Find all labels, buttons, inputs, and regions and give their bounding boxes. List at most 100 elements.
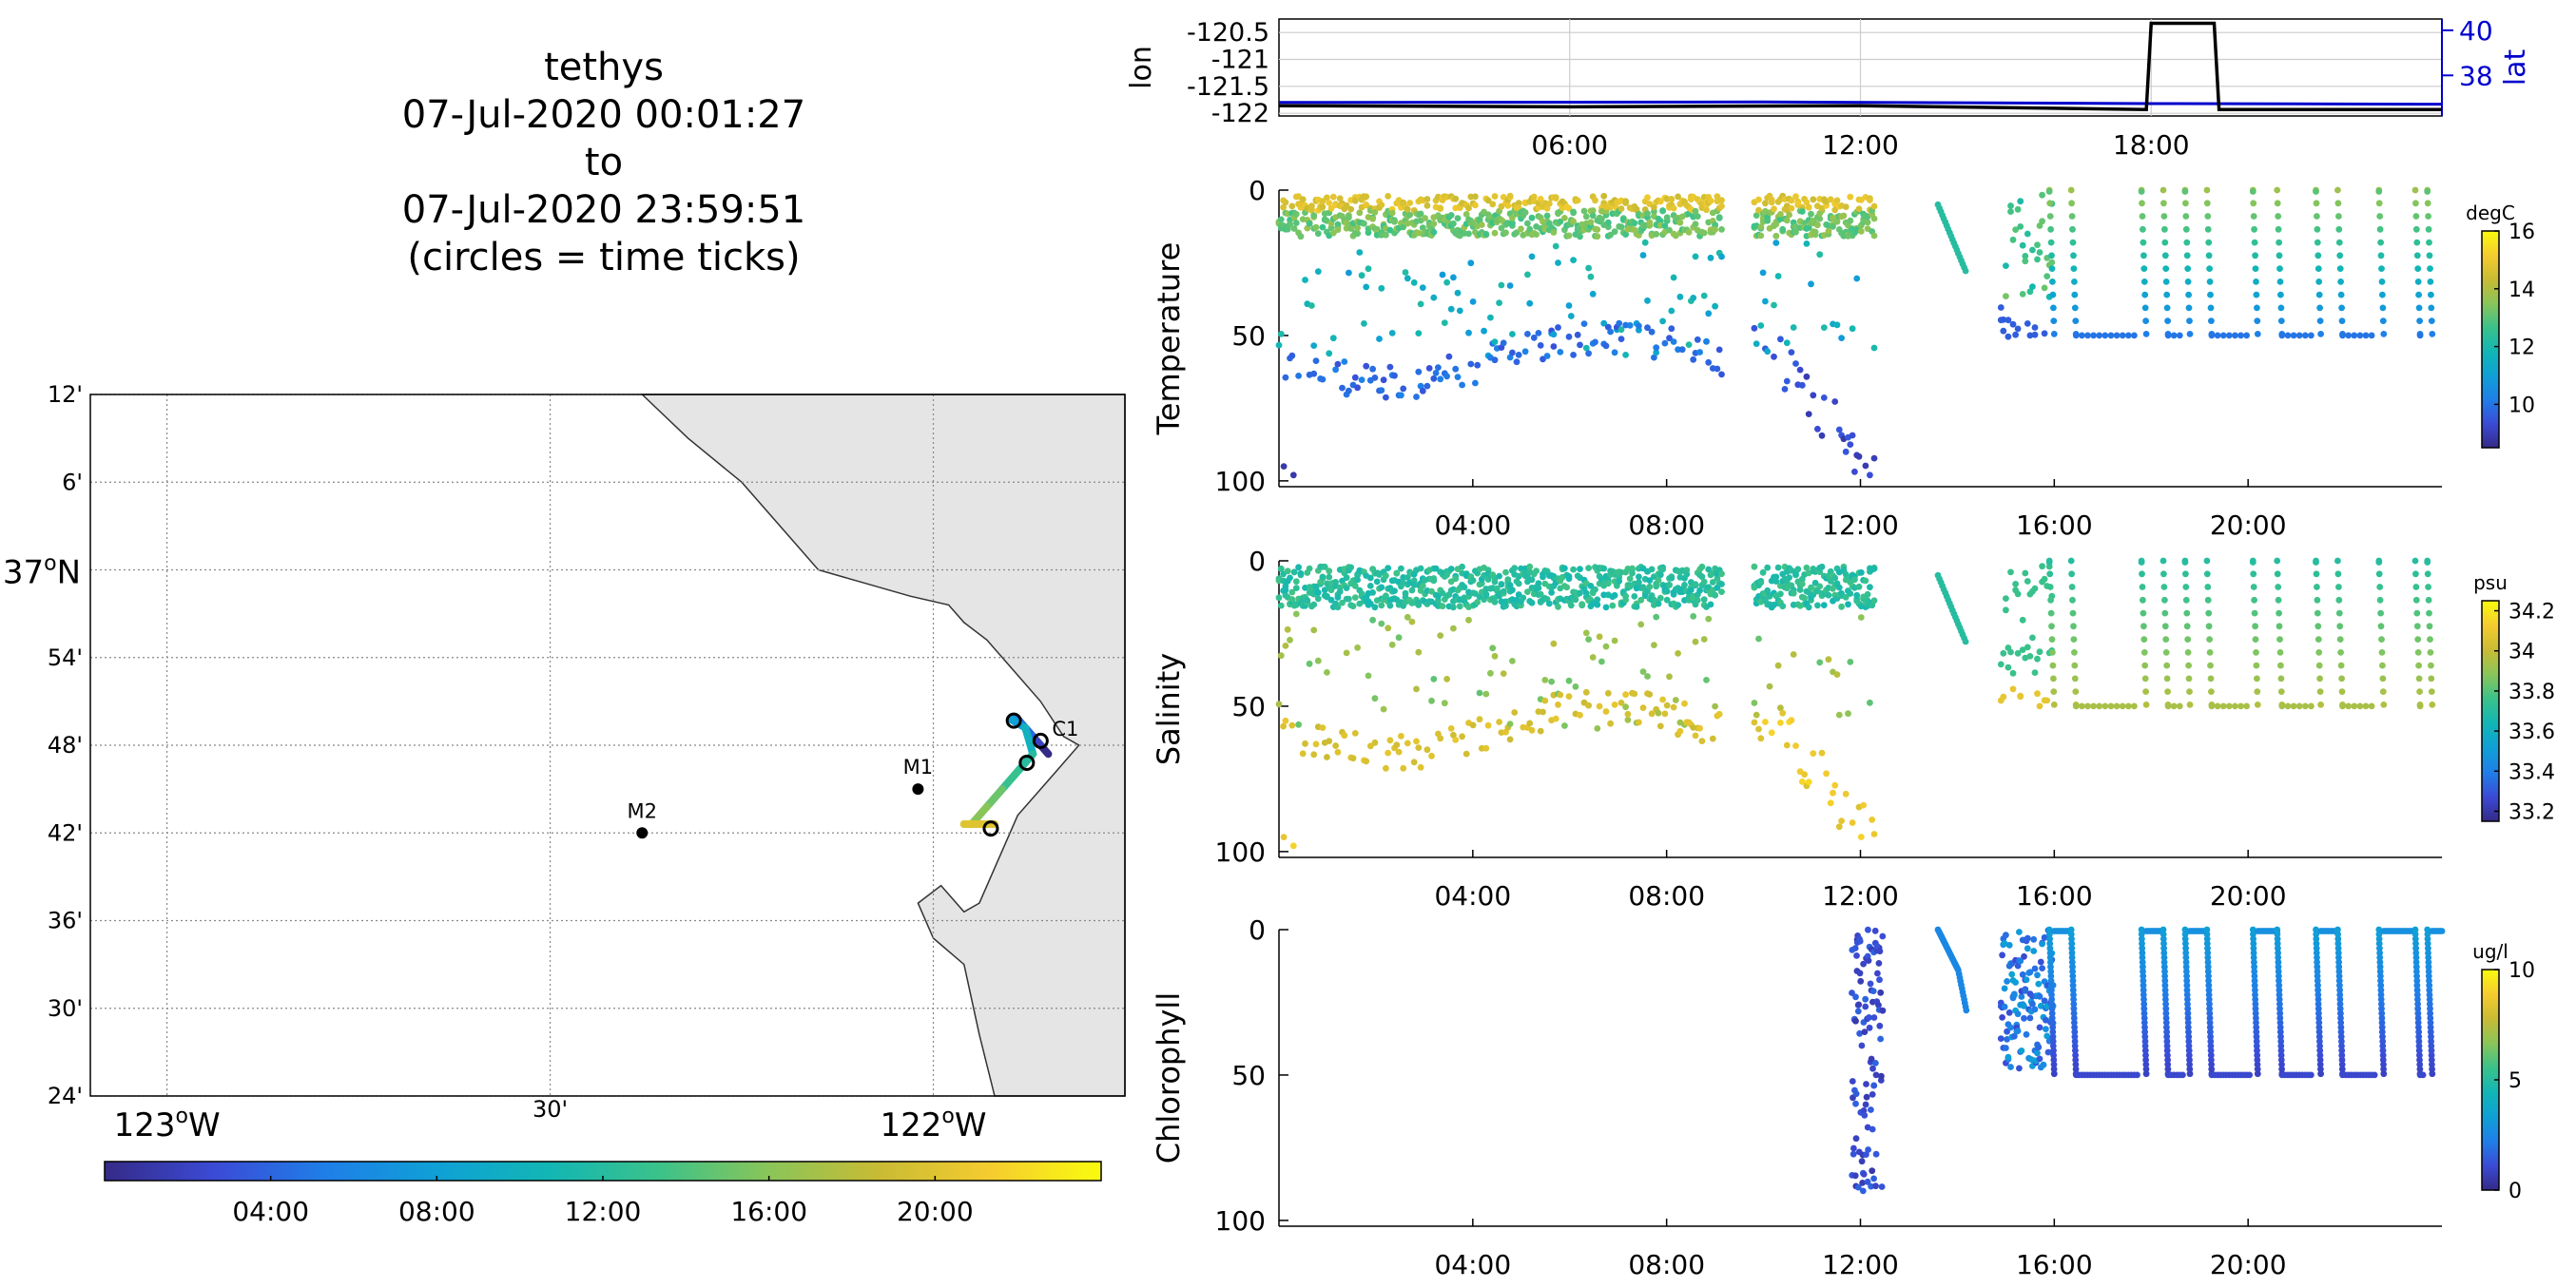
data-point — [1319, 203, 1327, 211]
data-point — [2186, 1066, 2194, 1073]
data-point — [1853, 275, 1861, 282]
data-point — [2207, 1033, 2215, 1040]
data-point — [1694, 213, 1701, 221]
data-point — [2208, 1066, 2216, 1073]
data-point — [2424, 570, 2431, 578]
data-point — [1430, 294, 1438, 301]
data-point — [2070, 636, 2078, 643]
data-point — [1361, 320, 1367, 327]
data-point — [2277, 1033, 2284, 1040]
data-point — [1816, 215, 1824, 222]
data-point — [2024, 644, 2031, 651]
data-point — [2163, 1033, 2171, 1040]
data-point — [2049, 1024, 2057, 1031]
data-point — [1437, 204, 1444, 212]
data-point — [1383, 592, 1389, 600]
time-colorbar-label: 20:00 — [897, 1196, 974, 1227]
data-point — [1393, 569, 1401, 577]
data-point — [1757, 232, 1765, 240]
data-point — [2253, 1028, 2260, 1036]
data-point — [2277, 675, 2285, 682]
data-point — [2047, 239, 2055, 246]
data-point — [1287, 636, 1293, 644]
data-point — [2005, 663, 2012, 671]
data-point — [1462, 211, 1470, 218]
data-point — [1768, 729, 1775, 737]
data-point — [2250, 950, 2257, 956]
data-point — [1388, 641, 1396, 648]
data-point — [1860, 1107, 1868, 1114]
data-point — [1404, 740, 1411, 747]
data-point — [2412, 213, 2420, 220]
data-point — [1292, 210, 1300, 218]
map-lat-label: 37oN — [3, 552, 81, 592]
temperature-section-x-tick-label: 04:00 — [1434, 509, 1511, 541]
data-point — [2254, 675, 2260, 682]
data-point — [1863, 1081, 1869, 1087]
data-point — [2183, 987, 2191, 993]
data-point — [1636, 719, 1642, 726]
data-point — [1469, 298, 1477, 305]
data-point — [1424, 382, 1431, 390]
data-point — [1334, 226, 1342, 234]
data-point — [1670, 703, 1677, 711]
data-point — [2250, 945, 2257, 952]
data-point — [1962, 267, 1969, 275]
data-point — [1867, 471, 1873, 479]
data-point — [2412, 200, 2419, 207]
data-point — [1788, 349, 1795, 356]
data-point — [2276, 1019, 2284, 1027]
data-point — [1354, 224, 1361, 232]
data-point — [1574, 331, 1581, 338]
data-point — [1314, 230, 1322, 238]
data-point — [2000, 693, 2007, 701]
data-point — [1408, 586, 1416, 594]
data-point — [2416, 1066, 2424, 1073]
data-point — [1751, 563, 1758, 570]
data-point — [2185, 1051, 2193, 1059]
data-point — [1861, 1028, 1869, 1035]
data-point — [1324, 669, 1330, 676]
data-point — [1849, 432, 1856, 439]
data-point — [2185, 304, 2193, 312]
data-point — [2068, 200, 2076, 207]
data-point — [1439, 271, 1446, 279]
data-point — [2071, 1028, 2079, 1036]
data-point — [1415, 648, 1423, 656]
data-point — [2426, 991, 2433, 998]
chlorophyll-section-x-tick-label: 12:00 — [1822, 1249, 1899, 1280]
data-point — [2048, 259, 2056, 266]
data-point — [1447, 566, 1455, 572]
data-point — [2069, 977, 2077, 985]
data-point — [2276, 1014, 2284, 1022]
data-point — [2181, 188, 2189, 195]
data-point — [2253, 1014, 2259, 1022]
data-point — [2316, 688, 2324, 695]
data-point — [2183, 609, 2191, 617]
data-point — [2024, 934, 2031, 942]
data-point — [1424, 202, 1431, 209]
data-point — [2026, 969, 2034, 976]
data-point — [2375, 926, 2383, 933]
data-point — [1577, 233, 1583, 240]
data-point — [2164, 702, 2172, 710]
data-point — [2160, 200, 2167, 207]
data-point — [1869, 1065, 1876, 1072]
data-point — [1659, 696, 1666, 703]
data-point — [1314, 589, 1322, 596]
data-point — [1528, 576, 1536, 584]
data-point — [2251, 609, 2258, 617]
data-point — [2004, 978, 2011, 985]
data-point — [1465, 230, 1472, 238]
data-point — [2206, 265, 2214, 272]
data-point — [1852, 993, 1859, 1001]
data-point — [1550, 229, 1558, 236]
data-point — [2207, 1051, 2215, 1059]
data-point — [2277, 304, 2285, 312]
data-point — [1676, 219, 1684, 226]
data-point — [2276, 252, 2283, 260]
data-point — [1380, 376, 1387, 384]
data-point — [1876, 948, 1884, 955]
data-point — [2034, 971, 2041, 979]
data-point — [1811, 231, 1819, 239]
